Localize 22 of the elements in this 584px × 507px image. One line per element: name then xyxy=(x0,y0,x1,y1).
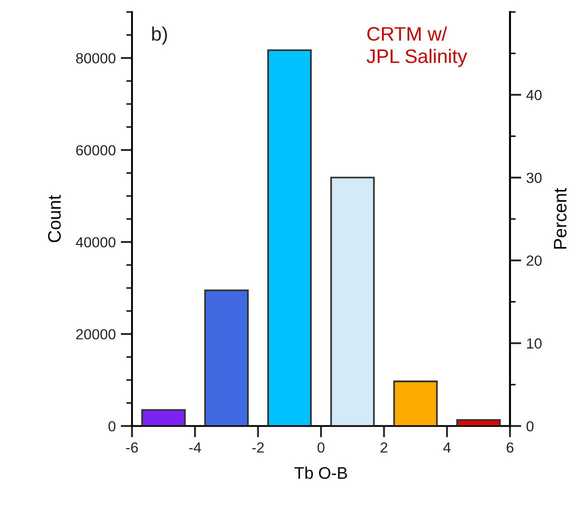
y2-tick-label: 20 xyxy=(526,256,542,266)
y2-tick-label: 0 xyxy=(526,421,534,432)
x-tick-label: 2 xyxy=(380,442,388,453)
y-tick-label: 20000 xyxy=(76,329,116,340)
x-tick-label: -6 xyxy=(126,442,138,453)
y-axis-title: Count xyxy=(48,195,61,242)
y2-tick-label: 40 xyxy=(526,90,542,100)
y-tick-label: 60000 xyxy=(76,145,116,156)
annotation: b) xyxy=(152,26,167,45)
x-tick-label: 6 xyxy=(506,442,514,453)
y-tick-label: 0 xyxy=(108,421,116,432)
y2-tick-label: 30 xyxy=(526,172,542,184)
y-tick-label: 80000 xyxy=(76,53,116,64)
y2-tick-label: 10 xyxy=(527,338,542,349)
x-tick-label: 4 xyxy=(443,442,451,453)
x-tick-label: -2 xyxy=(252,442,264,453)
x-tick-label: -4 xyxy=(189,442,202,453)
y-tick-label: 40000 xyxy=(76,237,116,248)
annotation: CRTM w/ JPL Salinity xyxy=(366,26,468,67)
x-tick-label: 0 xyxy=(318,442,324,453)
y2-axis-title: Percent xyxy=(554,188,567,249)
x-axis-title: Tb O-B xyxy=(294,466,347,479)
